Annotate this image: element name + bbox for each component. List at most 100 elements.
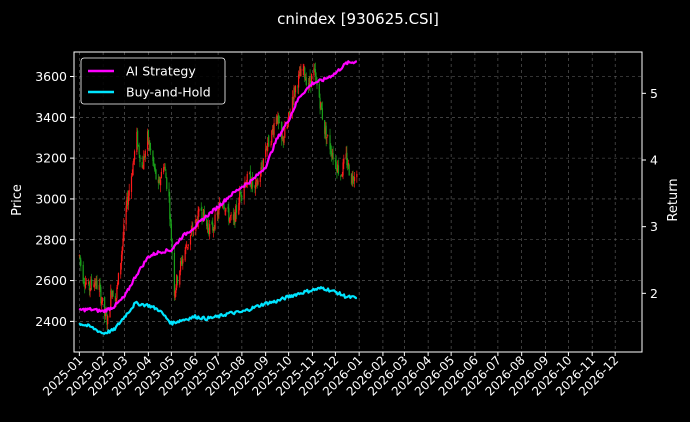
- candle-body: [171, 240, 173, 254]
- candle-body: [327, 135, 329, 137]
- candle-body: [343, 158, 345, 164]
- candle-body: [356, 173, 358, 178]
- candle-body: [272, 129, 274, 134]
- candle-body: [302, 69, 304, 71]
- candle-body: [266, 146, 268, 151]
- candle-body: [84, 284, 86, 287]
- candle-body: [319, 97, 321, 109]
- candle-body: [166, 177, 168, 189]
- candle-body: [331, 154, 333, 158]
- candle-body: [83, 281, 85, 284]
- return-lines: [78, 60, 358, 335]
- left-tick-label: 2800: [35, 232, 67, 247]
- candle-body: [265, 148, 267, 150]
- candle-body: [268, 135, 270, 147]
- candle-body: [243, 185, 245, 199]
- candle-body: [120, 262, 122, 275]
- legend-label: AI Strategy: [126, 64, 196, 79]
- candle-body: [164, 166, 166, 171]
- right-tick-label: 2: [650, 286, 658, 301]
- candle-body: [271, 130, 273, 143]
- candle-body: [235, 206, 237, 222]
- right-tick-label: 3: [650, 219, 658, 234]
- candle-body: [117, 282, 119, 287]
- candle-body: [120, 254, 123, 264]
- candle-body: [227, 206, 229, 209]
- candle-body: [144, 150, 146, 158]
- candle-body: [117, 273, 120, 285]
- candle-body: [78, 255, 80, 257]
- candle-body: [238, 203, 240, 215]
- candle-body: [335, 161, 337, 170]
- candle-body: [101, 297, 103, 303]
- candle-body: [143, 156, 145, 170]
- candle-body: [252, 177, 254, 187]
- right-tick-label: 4: [650, 153, 658, 168]
- left-tick-label: 3000: [35, 191, 67, 206]
- candle-body: [256, 181, 258, 187]
- candle-body: [353, 179, 355, 182]
- candle-body: [130, 176, 133, 192]
- left-tick-label: 3200: [35, 151, 67, 166]
- candle-body: [297, 86, 299, 88]
- candle-body: [155, 169, 157, 180]
- candle-body: [348, 164, 350, 176]
- candle-body: [190, 231, 192, 236]
- candle-body: [330, 148, 332, 152]
- candle-body: [154, 167, 156, 171]
- candle-body: [98, 284, 100, 290]
- right-tick-label: 5: [650, 86, 658, 101]
- candle-body: [241, 196, 243, 197]
- candle-body: [294, 86, 297, 93]
- right-axis-label: Return: [666, 178, 681, 221]
- candle-body: [196, 219, 198, 221]
- candle-body: [79, 255, 81, 261]
- candle-body: [173, 252, 176, 296]
- candle-body: [185, 245, 187, 249]
- candle-body: [289, 113, 291, 115]
- candle-body: [176, 276, 179, 284]
- candle-body: [100, 287, 102, 304]
- candle-body: [284, 127, 286, 138]
- candle-body: [345, 153, 347, 159]
- candle-body: [139, 155, 141, 162]
- candle-body: [207, 223, 209, 230]
- candle-body: [318, 83, 320, 98]
- candle-body: [229, 216, 231, 218]
- candle-body: [238, 191, 241, 205]
- candle-body: [148, 141, 150, 144]
- candle-body: [254, 185, 256, 189]
- candle-body: [347, 163, 349, 167]
- candle-body: [186, 246, 188, 248]
- candle-body: [191, 227, 193, 230]
- candle-body: [90, 279, 92, 290]
- candle-body: [133, 158, 135, 162]
- candle-body: [181, 260, 183, 265]
- candle-body: [163, 167, 166, 169]
- candle-body: [300, 68, 302, 77]
- candle-body: [347, 163, 350, 166]
- candle-body: [309, 75, 311, 83]
- candle-body: [163, 167, 165, 173]
- candle-body: [217, 212, 219, 216]
- candle-body: [332, 152, 334, 160]
- candle-body: [95, 279, 97, 286]
- candle-body: [246, 173, 248, 186]
- candle-body: [228, 208, 230, 222]
- candle-body: [184, 250, 186, 261]
- candle-body: [325, 125, 327, 140]
- candle-body: [248, 173, 251, 174]
- candle-body: [105, 313, 107, 315]
- left-tick-label: 3400: [35, 110, 67, 125]
- candle-body: [104, 311, 107, 317]
- candle-body: [153, 164, 156, 169]
- series-line-ai-strategy: [78, 60, 358, 314]
- candle-body: [277, 114, 279, 124]
- candle-body: [109, 308, 111, 318]
- candle-body: [152, 150, 154, 161]
- candle-body: [299, 73, 301, 77]
- candle-body: [250, 186, 252, 188]
- candle-body: [99, 283, 101, 288]
- candle-body: [329, 135, 331, 150]
- candle-body: [283, 137, 285, 143]
